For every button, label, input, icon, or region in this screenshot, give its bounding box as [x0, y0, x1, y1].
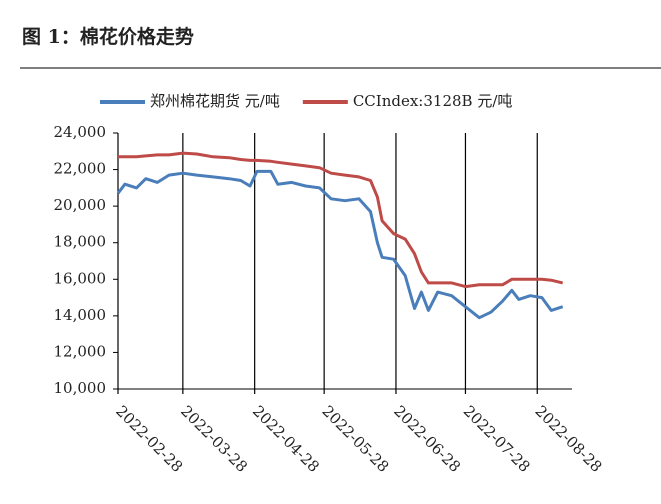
y-tick-label: 14,000: [54, 306, 107, 324]
x-tick-label: 2022-05-28: [318, 402, 392, 476]
y-tick-label: 12,000: [54, 342, 107, 360]
x-tick-label: 2022-03-28: [177, 402, 251, 476]
y-tick-label: 16,000: [54, 269, 107, 287]
series-line: [116, 169, 564, 320]
series-line: [118, 151, 564, 289]
legend-label: CCIndex:3128B 元/吨: [353, 92, 513, 110]
y-tick-label: 10,000: [54, 379, 107, 397]
x-tick-label: 2022-06-28: [390, 402, 464, 476]
x-tick-label: 2022-08-28: [532, 402, 606, 476]
y-tick-label: 22,000: [54, 160, 107, 178]
y-tick-label: 18,000: [54, 233, 107, 251]
y-tick-label: 20,000: [54, 196, 107, 214]
x-tick-label: 2022-02-28: [112, 402, 186, 476]
x-tick-label: 2022-04-28: [249, 402, 323, 476]
y-tick-label: 24,000: [54, 123, 107, 141]
chart-title: 图 1：棉花价格走势: [22, 25, 194, 48]
legend-label: 郑州棉花期货 元/吨: [150, 92, 280, 110]
x-tick-label: 2022-07-28: [460, 402, 534, 476]
